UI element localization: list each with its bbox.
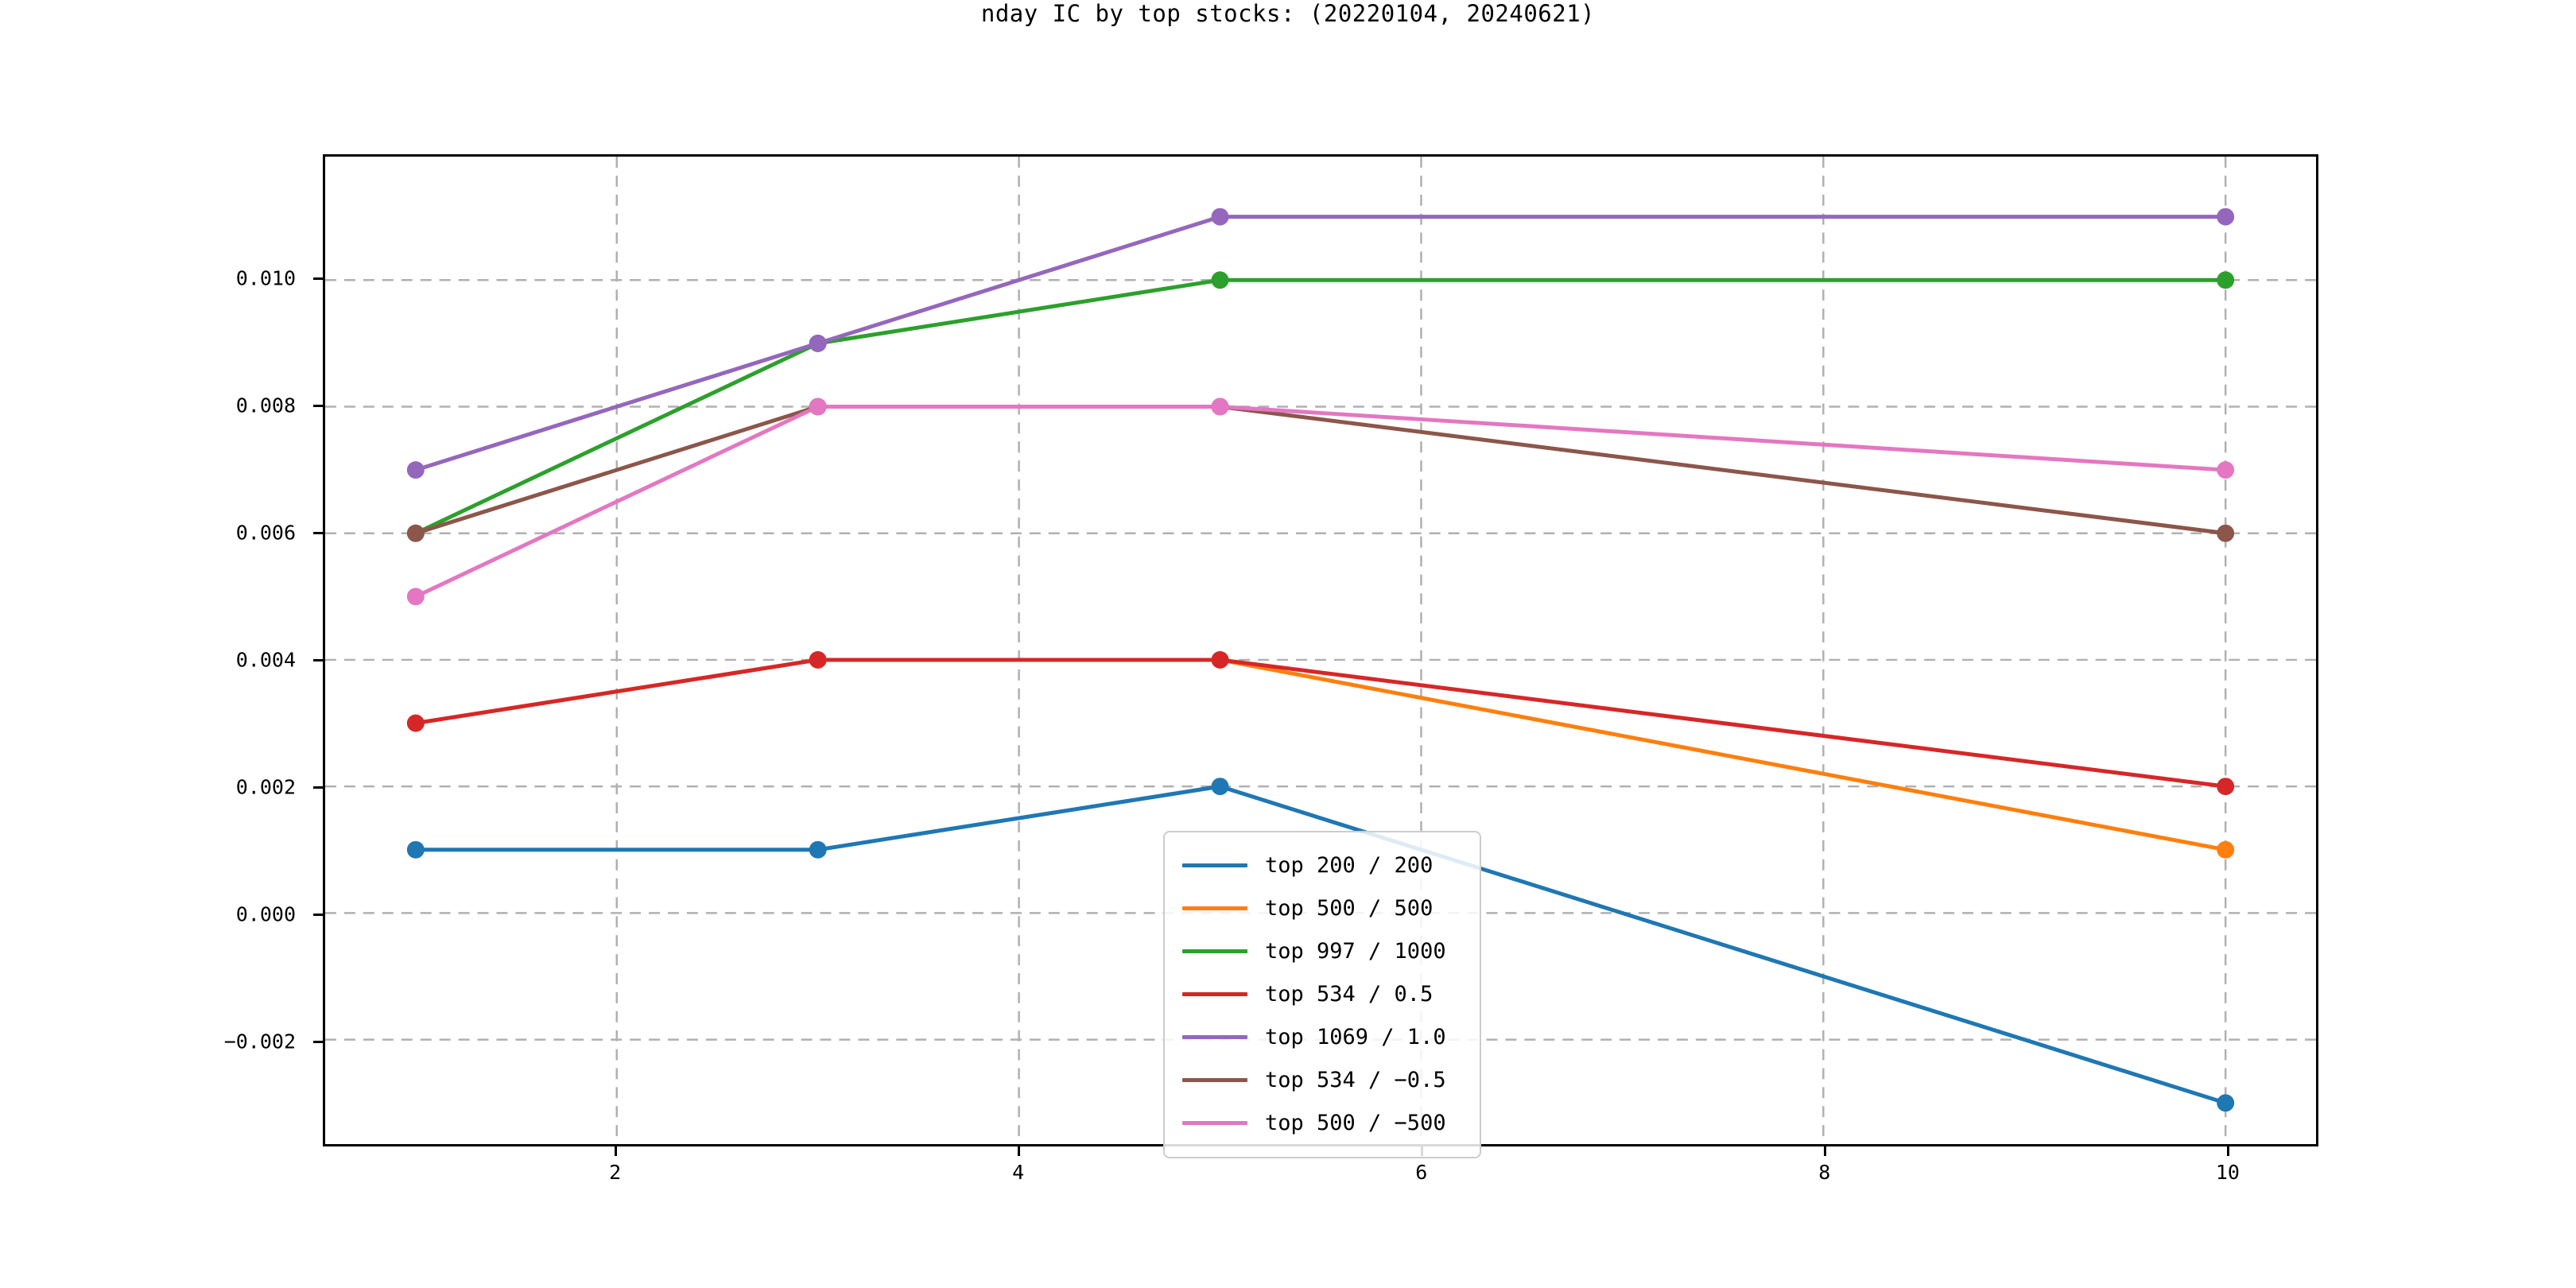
x-tick-label: 2 bbox=[609, 1161, 622, 1184]
legend-label: top 500 / −500 bbox=[1265, 1110, 1446, 1135]
x-tick-mark bbox=[1823, 1146, 1826, 1156]
series-line bbox=[413, 215, 2228, 472]
legend-item[interactable]: top 1069 / 1.0 bbox=[1182, 1015, 1462, 1058]
legend-label: top 500 / 500 bbox=[1265, 895, 1433, 921]
y-tick-label: −0.002 bbox=[223, 1030, 296, 1053]
series-marker bbox=[1211, 271, 1229, 289]
legend-label: top 534 / 0.5 bbox=[1265, 981, 1433, 1007]
series-line bbox=[413, 277, 2228, 536]
data-series-lines bbox=[413, 215, 2228, 1105]
series-marker bbox=[406, 461, 425, 479]
legend-item[interactable]: top 534 / 0.5 bbox=[1182, 972, 1462, 1015]
legend-color-swatch bbox=[1182, 1077, 1247, 1082]
x-tick-label: 6 bbox=[1415, 1161, 1428, 1184]
series-marker bbox=[406, 840, 425, 859]
y-tick-label: 0.010 bbox=[235, 266, 296, 290]
x-tick-label: 8 bbox=[1818, 1161, 1831, 1184]
legend-color-swatch bbox=[1182, 906, 1247, 910]
chart-title: nday IC by top stocks: (20220104, 202406… bbox=[980, 0, 1596, 27]
series-line bbox=[413, 658, 2228, 789]
series-line bbox=[413, 658, 2228, 852]
plot-svg bbox=[325, 157, 2316, 1144]
series-marker bbox=[809, 334, 827, 352]
series-marker bbox=[2217, 461, 2235, 479]
series-marker bbox=[1211, 208, 1229, 226]
series-marker bbox=[406, 524, 425, 542]
legend-item[interactable]: top 500 / 500 bbox=[1182, 886, 1462, 929]
x-tick-mark bbox=[614, 1146, 617, 1156]
y-tick-label: 0.002 bbox=[235, 775, 296, 799]
series-marker bbox=[2217, 208, 2235, 226]
legend-item[interactable]: top 200 / 200 bbox=[1182, 844, 1462, 886]
series-marker bbox=[809, 840, 827, 859]
y-tick-mark bbox=[313, 277, 323, 280]
y-tick-mark bbox=[313, 532, 323, 534]
legend-label: top 200 / 200 bbox=[1265, 852, 1433, 878]
legend-item[interactable]: top 997 / 1000 bbox=[1182, 929, 1462, 972]
legend-label: top 997 / 1000 bbox=[1265, 938, 1446, 964]
series-line bbox=[413, 404, 2228, 599]
x-tick-mark bbox=[2226, 1146, 2229, 1156]
series-marker bbox=[406, 588, 425, 606]
x-tick-label: 4 bbox=[1012, 1161, 1025, 1184]
legend-color-swatch bbox=[1182, 991, 1247, 996]
legend-color-swatch bbox=[1182, 949, 1247, 953]
series-marker bbox=[2217, 1094, 2235, 1112]
series-marker bbox=[2217, 840, 2235, 859]
legend-label: top 1069 / 1.0 bbox=[1265, 1024, 1446, 1049]
series-line bbox=[413, 784, 2228, 1105]
y-tick-label: 0.000 bbox=[235, 902, 296, 926]
x-tick-label: 10 bbox=[2215, 1161, 2240, 1184]
y-tick-mark bbox=[313, 786, 323, 789]
series-marker bbox=[1211, 778, 1229, 796]
series-marker bbox=[2217, 271, 2235, 289]
legend-color-swatch bbox=[1182, 863, 1247, 867]
y-tick-label: 0.004 bbox=[235, 648, 296, 672]
x-tick-mark bbox=[1017, 1146, 1020, 1156]
y-tick-mark bbox=[313, 1041, 323, 1043]
data-series-markers bbox=[406, 208, 2235, 1112]
series-marker bbox=[1211, 650, 1229, 669]
series-marker bbox=[1211, 398, 1229, 416]
series-marker bbox=[2217, 524, 2235, 542]
y-tick-mark bbox=[313, 659, 323, 661]
legend-color-swatch bbox=[1182, 1034, 1247, 1039]
y-tick-label: 0.008 bbox=[235, 394, 296, 417]
series-marker bbox=[809, 650, 827, 669]
legend-color-swatch bbox=[1182, 1120, 1247, 1125]
y-tick-label: 0.006 bbox=[235, 521, 296, 545]
legend-label: top 534 / −0.5 bbox=[1265, 1067, 1446, 1092]
series-marker bbox=[406, 714, 425, 732]
legend-item[interactable]: top 534 / −0.5 bbox=[1182, 1058, 1462, 1101]
series-marker bbox=[809, 398, 827, 416]
y-tick-mark bbox=[313, 914, 323, 916]
series-marker bbox=[2217, 778, 2235, 796]
legend-item[interactable]: top 500 / −500 bbox=[1182, 1101, 1462, 1144]
y-tick-mark bbox=[313, 405, 323, 407]
legend[interactable]: top 200 / 200 top 500 / 500 top 997 / 1000… bbox=[1163, 831, 1481, 1158]
